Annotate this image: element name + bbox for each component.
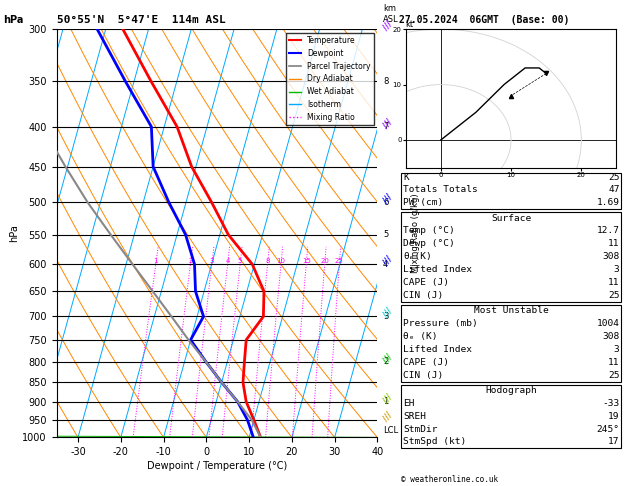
Text: 47: 47 — [608, 185, 620, 194]
Text: 1004: 1004 — [596, 319, 620, 328]
Text: 2: 2 — [383, 357, 388, 366]
Text: K: K — [403, 173, 409, 182]
Text: 1: 1 — [383, 397, 388, 406]
Text: -33: -33 — [603, 399, 620, 408]
Text: 11: 11 — [608, 278, 620, 287]
Text: PW (cm): PW (cm) — [403, 198, 443, 208]
Text: Hodograph: Hodograph — [486, 386, 537, 395]
Text: 11: 11 — [608, 239, 620, 248]
Text: 4: 4 — [225, 258, 230, 264]
Text: 19: 19 — [608, 412, 620, 421]
Text: 8: 8 — [383, 77, 388, 86]
Text: 11: 11 — [608, 358, 620, 367]
Text: Dewp (°C): Dewp (°C) — [403, 239, 455, 248]
Text: θₑ (K): θₑ (K) — [403, 332, 438, 341]
Text: StmSpd (kt): StmSpd (kt) — [403, 437, 467, 447]
Text: ///: /// — [381, 307, 401, 326]
Text: 308: 308 — [603, 332, 620, 341]
Text: Most Unstable: Most Unstable — [474, 306, 548, 315]
Text: CAPE (J): CAPE (J) — [403, 278, 449, 287]
Text: 4: 4 — [383, 260, 388, 269]
Text: 17: 17 — [608, 437, 620, 447]
Text: 8: 8 — [265, 258, 270, 264]
Text: StmDir: StmDir — [403, 425, 438, 434]
Text: CIN (J): CIN (J) — [403, 371, 443, 380]
Text: 25: 25 — [608, 173, 620, 182]
Text: 1: 1 — [153, 258, 158, 264]
Text: 245°: 245° — [596, 425, 620, 434]
Text: 25: 25 — [608, 371, 620, 380]
Text: hPa: hPa — [3, 15, 23, 25]
Text: ///: /// — [381, 117, 401, 137]
Text: 2: 2 — [188, 258, 192, 264]
Text: CAPE (J): CAPE (J) — [403, 358, 449, 367]
Text: SREH: SREH — [403, 412, 426, 421]
Text: 3: 3 — [614, 345, 620, 354]
Text: 12.7: 12.7 — [596, 226, 620, 236]
Text: Temp (°C): Temp (°C) — [403, 226, 455, 236]
Text: ///: /// — [381, 19, 401, 39]
Text: Pressure (mb): Pressure (mb) — [403, 319, 478, 328]
Text: 25: 25 — [335, 258, 344, 264]
Text: 15: 15 — [302, 258, 311, 264]
Text: 6: 6 — [383, 198, 388, 207]
Text: 5: 5 — [238, 258, 242, 264]
Text: ///: /// — [381, 352, 401, 371]
Text: 308: 308 — [603, 252, 620, 261]
Text: km
ASL: km ASL — [383, 4, 399, 24]
Y-axis label: hPa: hPa — [9, 225, 19, 242]
Text: Totals Totals: Totals Totals — [403, 185, 478, 194]
Text: 10: 10 — [277, 258, 286, 264]
Text: θₑ(K): θₑ(K) — [403, 252, 432, 261]
Text: 50°55'N  5°47'E  114m ASL: 50°55'N 5°47'E 114m ASL — [57, 15, 225, 25]
Text: 1.69: 1.69 — [596, 198, 620, 208]
Text: © weatheronline.co.uk: © weatheronline.co.uk — [401, 474, 498, 484]
Text: 27.05.2024  06GMT  (Base: 00): 27.05.2024 06GMT (Base: 00) — [399, 15, 570, 25]
Text: Lifted Index: Lifted Index — [403, 265, 472, 274]
Text: CIN (J): CIN (J) — [403, 291, 443, 300]
Text: 20: 20 — [320, 258, 329, 264]
Text: 25: 25 — [608, 291, 620, 300]
Text: 5: 5 — [383, 230, 388, 239]
Text: LCL: LCL — [383, 426, 398, 435]
Text: 3: 3 — [383, 312, 388, 321]
Legend: Temperature, Dewpoint, Parcel Trajectory, Dry Adiabat, Wet Adiabat, Isotherm, Mi: Temperature, Dewpoint, Parcel Trajectory… — [286, 33, 374, 125]
X-axis label: Dewpoint / Temperature (°C): Dewpoint / Temperature (°C) — [147, 461, 287, 471]
Text: ///: /// — [381, 392, 401, 411]
Text: ///: /// — [381, 410, 401, 430]
Text: 3: 3 — [614, 265, 620, 274]
Text: kt: kt — [406, 20, 414, 29]
Text: 7: 7 — [383, 122, 388, 131]
Text: Mixing Ratio (g/kg): Mixing Ratio (g/kg) — [411, 193, 420, 273]
Text: Lifted Index: Lifted Index — [403, 345, 472, 354]
Text: 3: 3 — [209, 258, 214, 264]
Text: EH: EH — [403, 399, 415, 408]
Text: ///: /// — [381, 255, 401, 274]
Text: Surface: Surface — [491, 213, 532, 223]
Text: ///: /// — [381, 192, 401, 212]
